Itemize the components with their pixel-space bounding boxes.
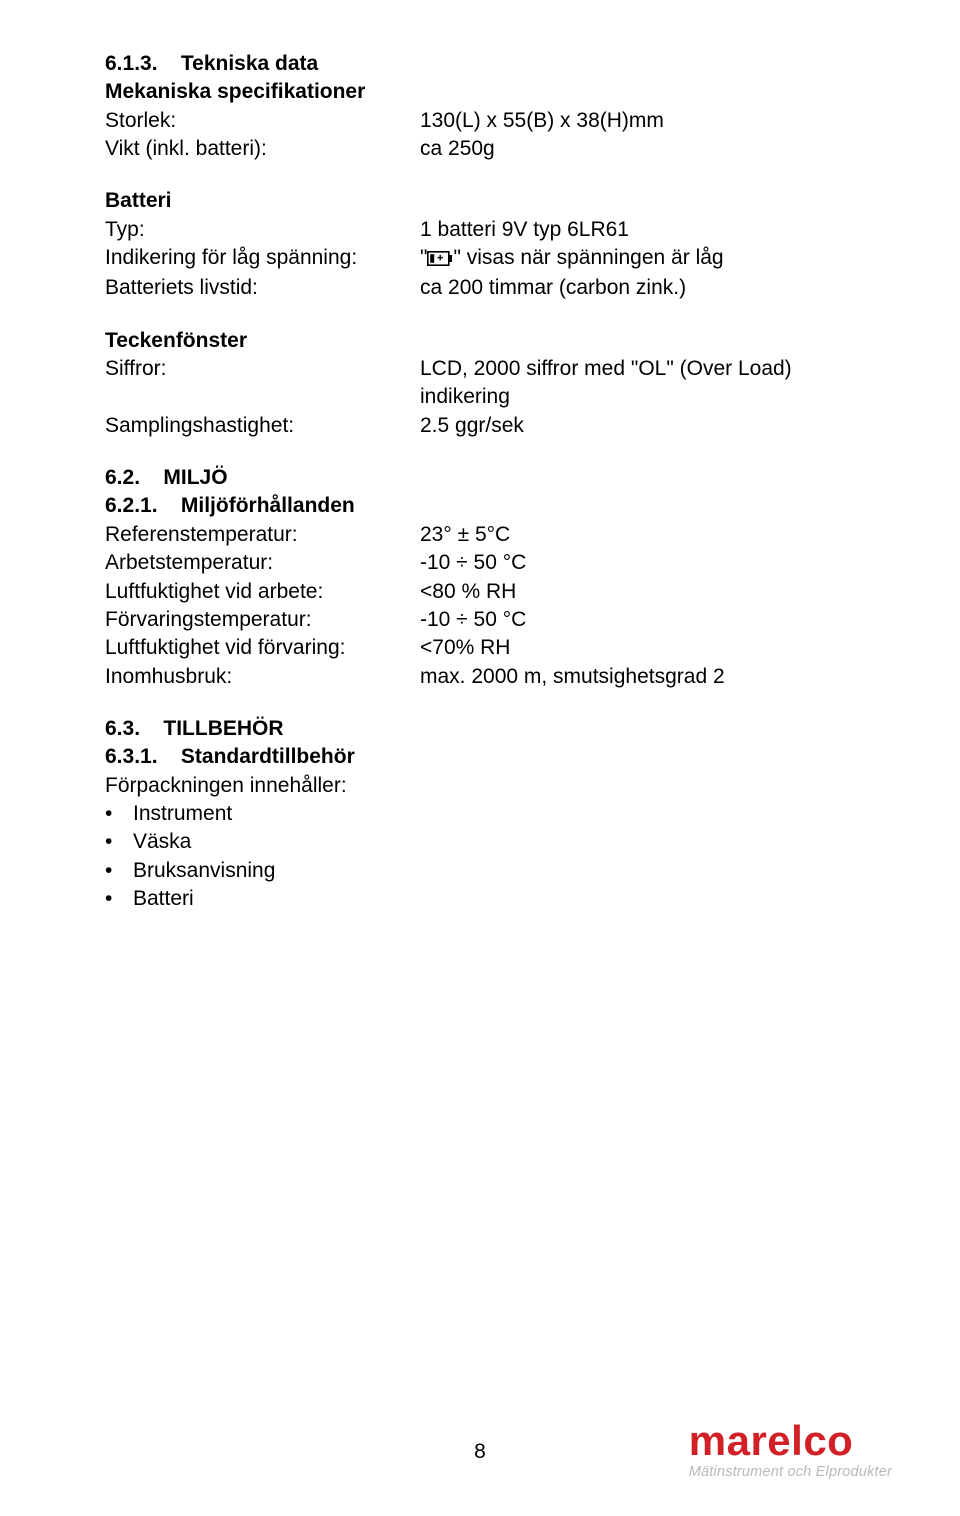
- label: Luftfuktighet vid arbete:: [105, 578, 420, 606]
- row-inomhus: Inomhusbruk: max. 2000 m, smutsighetsgra…: [105, 663, 870, 691]
- label: Indikering för låg spänning:: [105, 244, 420, 274]
- heading-num: 6.3.1.: [105, 745, 158, 768]
- heading-621: 6.2.1. Miljöförhållanden: [105, 492, 870, 520]
- row-reftemp: Referenstemperatur: 23° ± 5°C: [105, 521, 870, 549]
- value: -10 ÷ 50 °C: [420, 606, 870, 634]
- list-item: Väska: [105, 828, 870, 856]
- value: <80 % RH: [420, 578, 870, 606]
- accessory-list: Instrument Väska Bruksanvisning Batteri: [105, 800, 870, 913]
- row-forvtemp: Förvaringstemperatur: -10 ÷ 50 °C: [105, 606, 870, 634]
- heading-text: Tekniska data: [181, 52, 318, 75]
- label: Siffror:: [105, 355, 420, 412]
- value: LCD, 2000 siffror med "OL" (Over Load) i…: [420, 355, 870, 412]
- section-63: 6.3. TILLBEHÖR 6.3.1. Standardtillbehör …: [105, 715, 870, 913]
- list-item: Instrument: [105, 800, 870, 828]
- section-teckenfonster: Teckenfönster Siffror: LCD, 2000 siffror…: [105, 327, 870, 440]
- heading-num: 6.1.3.: [105, 52, 158, 75]
- section-62: 6.2. MILJÖ 6.2.1. Miljöförhållanden Refe…: [105, 464, 870, 691]
- heading-text: MILJÖ: [163, 466, 227, 489]
- heading-613: 6.1.3. Tekniska data: [105, 50, 870, 78]
- heading-tecken: Teckenfönster: [105, 327, 870, 355]
- logo-main: marelco: [689, 1420, 892, 1462]
- row-livstid: Batteriets livstid: ca 200 timmar (carbo…: [105, 274, 870, 302]
- section-613: 6.1.3. Tekniska data Mekaniska specifika…: [105, 50, 870, 163]
- logo-sub: Mätinstrument och Elprodukter: [689, 1464, 892, 1480]
- document-page: 6.1.3. Tekniska data Mekaniska specifika…: [0, 0, 960, 1516]
- heading-batteri: Batteri: [105, 187, 870, 215]
- heading-text: TILLBEHÖR: [163, 717, 283, 740]
- heading-text: Miljöförhållanden: [181, 494, 355, 517]
- value: ca 200 timmar (carbon zink.): [420, 274, 870, 302]
- value: -10 ÷ 50 °C: [420, 549, 870, 577]
- row-luftforv: Luftfuktighet vid förvaring: <70% RH: [105, 634, 870, 662]
- label: Förpackningen innehåller:: [105, 772, 347, 800]
- heading-62: 6.2. MILJÖ: [105, 464, 870, 492]
- row-arbtemp: Arbetstemperatur: -10 ÷ 50 °C: [105, 549, 870, 577]
- value: 130(L) x 55(B) x 38(H)mm: [420, 107, 870, 135]
- label: Arbetstemperatur:: [105, 549, 420, 577]
- heading-num: 6.2.: [105, 466, 140, 489]
- footer-logo: marelco Mätinstrument och Elprodukter: [689, 1420, 892, 1480]
- heading-text: Standardtillbehör: [181, 745, 355, 768]
- heading-num: 6.3.: [105, 717, 140, 740]
- label: Batteriets livstid:: [105, 274, 420, 302]
- row-luftarb: Luftfuktighet vid arbete: <80 % RH: [105, 578, 870, 606]
- row-vikt: Vikt (inkl. batteri): ca 250g: [105, 135, 870, 163]
- list-item: Bruksanvisning: [105, 857, 870, 885]
- value: <70% RH: [420, 634, 870, 662]
- row-sampling: Samplingshastighet: 2.5 ggr/sek: [105, 412, 870, 440]
- label: Referenstemperatur:: [105, 521, 420, 549]
- row-forpack: Förpackningen innehåller:: [105, 772, 870, 800]
- row-storlek: Storlek: 130(L) x 55(B) x 38(H)mm: [105, 107, 870, 135]
- low-battery-icon: [427, 246, 453, 274]
- section-batteri: Batteri Typ: 1 batteri 9V typ 6LR61 Indi…: [105, 187, 870, 302]
- label: Samplingshastighet:: [105, 412, 420, 440]
- label: Förvaringstemperatur:: [105, 606, 420, 634]
- label: Storlek:: [105, 107, 420, 135]
- value: " " visas när spänningen är låg: [420, 244, 870, 274]
- subheading-mech-spec: Mekaniska specifikationer: [105, 78, 870, 106]
- label: Inomhusbruk:: [105, 663, 420, 691]
- heading-631: 6.3.1. Standardtillbehör: [105, 743, 870, 771]
- label: Luftfuktighet vid förvaring:: [105, 634, 420, 662]
- row-siffror: Siffror: LCD, 2000 siffror med "OL" (Ove…: [105, 355, 870, 412]
- value-suffix: " visas när spänningen är låg: [453, 246, 723, 269]
- value: 2.5 ggr/sek: [420, 412, 870, 440]
- label: Typ:: [105, 216, 420, 244]
- value: max. 2000 m, smutsighetsgrad 2: [420, 663, 870, 691]
- heading-63: 6.3. TILLBEHÖR: [105, 715, 870, 743]
- row-typ: Typ: 1 batteri 9V typ 6LR61: [105, 216, 870, 244]
- heading-num: 6.2.1.: [105, 494, 158, 517]
- row-indikering: Indikering för låg spänning: " " visas nä…: [105, 244, 870, 274]
- value-prefix: ": [420, 246, 427, 269]
- list-item: Batteri: [105, 885, 870, 913]
- value: 1 batteri 9V typ 6LR61: [420, 216, 870, 244]
- value: ca 250g: [420, 135, 870, 163]
- value: 23° ± 5°C: [420, 521, 870, 549]
- label: Vikt (inkl. batteri):: [105, 135, 420, 163]
